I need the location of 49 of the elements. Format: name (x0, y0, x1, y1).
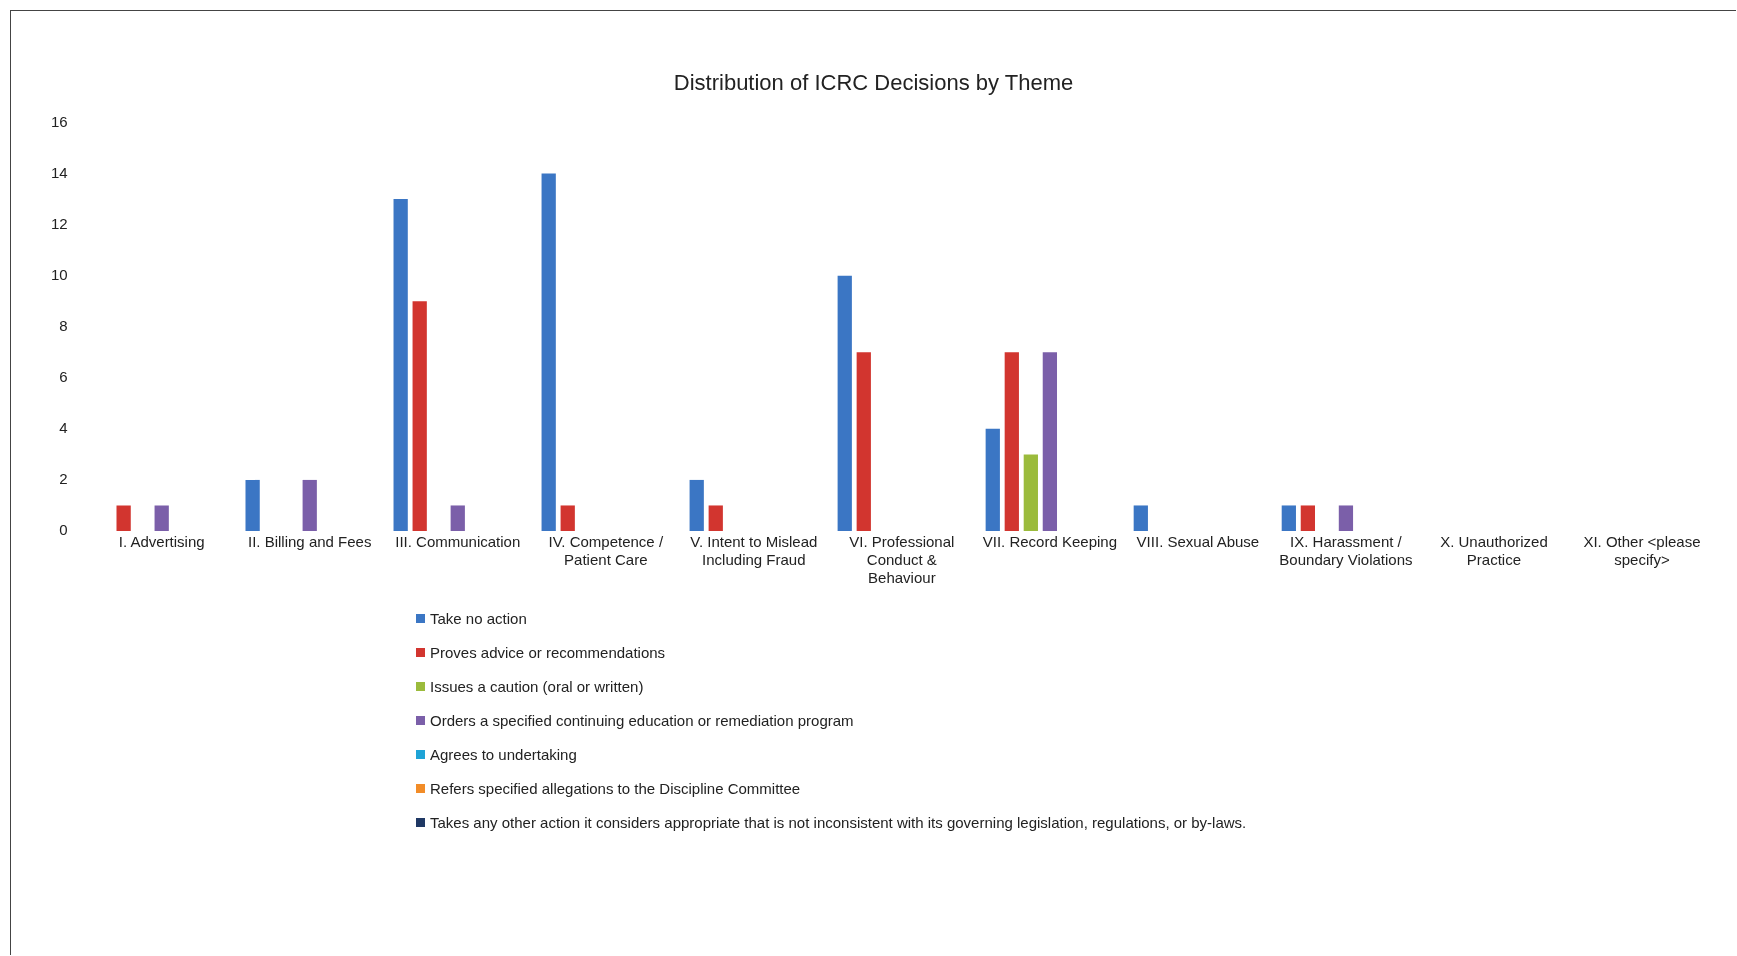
bar (412, 301, 427, 531)
legend-label: Agrees to undertaking (429, 744, 578, 765)
x-tick-label: V. Intent to Mislead Including Fraud (690, 533, 818, 569)
bar (154, 505, 169, 531)
bar (116, 505, 131, 531)
y-tick-label: 6 (59, 367, 68, 385)
bar (245, 479, 260, 531)
y-tick-label: 16 (51, 112, 68, 130)
y-tick-label: 10 (51, 265, 68, 283)
bar (1300, 505, 1315, 531)
x-tick-label: IX. Harassment / Boundary Violations (1279, 533, 1413, 569)
legend-label: Issues a caution (oral or written) (429, 676, 645, 697)
x-tick-label: VIII. Sexual Abuse (1136, 533, 1260, 551)
bar (1004, 352, 1019, 531)
x-tick-label: II. Billing and Fees (248, 533, 372, 551)
y-tick-label: 12 (51, 214, 68, 232)
x-tick-label: VII. Record Keeping (982, 533, 1117, 551)
bar (1042, 352, 1058, 531)
x-tick-label: IV. Competence / Patient Care (548, 533, 664, 569)
bar (450, 505, 465, 531)
x-tick-label: XI. Other <please specify> (1583, 533, 1701, 569)
bar (302, 479, 317, 531)
bar (393, 199, 408, 531)
bar (560, 505, 575, 531)
bar (689, 479, 704, 531)
x-tick-label: VI. Professional Conduct & Behaviour (849, 533, 955, 587)
y-tick-label: 2 (59, 470, 68, 488)
bar (1338, 505, 1354, 531)
legend-label: Takes any other action it considers appropriate that is not inconsistent with its governing legislation, regulations, or by-laws. (429, 812, 1247, 833)
x-tick-label: I. Advertising (118, 533, 205, 551)
x-tick-label: III. Communication (395, 533, 521, 551)
legend-label: Refers specified allegations to the Discipline Committee (429, 778, 802, 799)
y-tick-label: 0 (59, 521, 68, 539)
chart-title: Distribution of ICRC Decisions by Theme (673, 70, 1074, 96)
x-tick-label: X. Unauthorized Practice (1440, 533, 1548, 569)
y-tick-label: 14 (51, 163, 68, 181)
bar (985, 428, 1000, 531)
y-tick-label: 4 (59, 418, 68, 436)
bar (1023, 454, 1038, 531)
bar (1133, 505, 1148, 531)
bar (856, 352, 871, 531)
legend-label: Take no action (429, 608, 528, 629)
legend-label: Proves advice or recommendations (429, 642, 667, 663)
bar (708, 505, 723, 531)
bar (541, 173, 556, 531)
legend-label: Orders a specified continuing education or remediation program (429, 710, 855, 731)
bar (1281, 505, 1296, 531)
bar (837, 275, 852, 531)
y-tick-label: 8 (59, 316, 68, 334)
